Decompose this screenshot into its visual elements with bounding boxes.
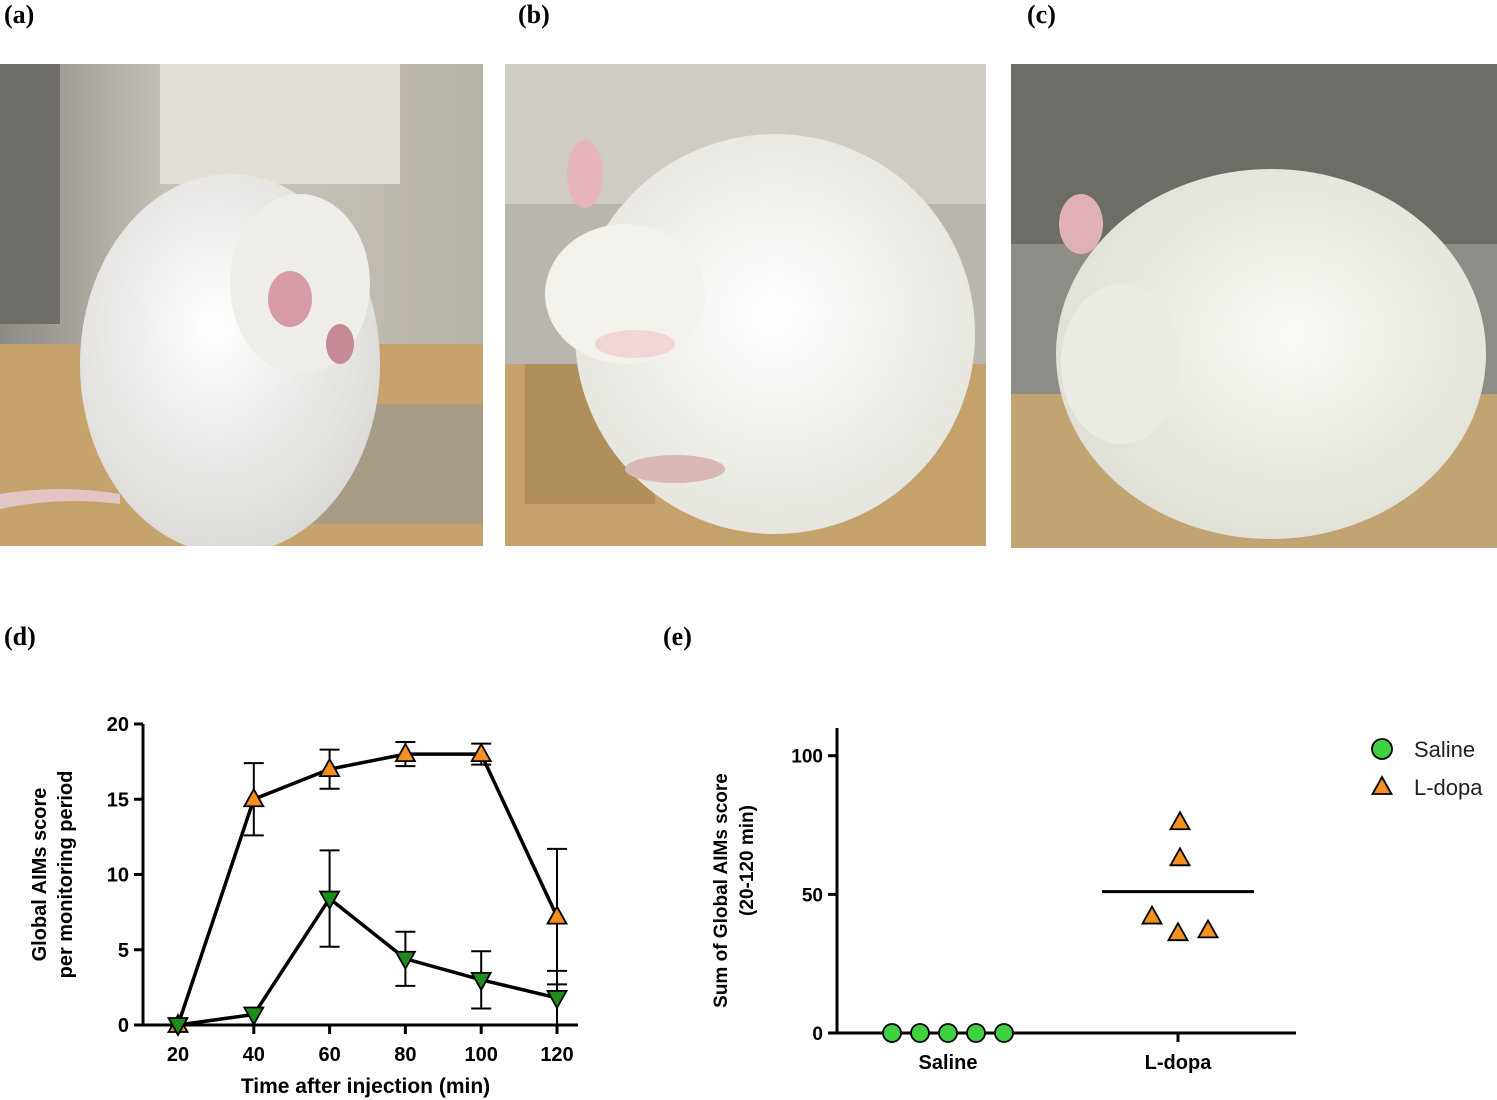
chart-d-series-2-point: [470, 971, 493, 992]
chart-d-x-tick-label: 60: [318, 1044, 340, 1066]
chart-d-series-2-line: [177, 896, 558, 1027]
chart-e-legend-saline-marker: [1371, 738, 1393, 760]
chart-d-x-tick-label: 120: [540, 1044, 573, 1066]
chart-e-saline-point: [994, 1023, 1014, 1043]
chart-e-legend-ldopa-label: L-dopa: [1414, 775, 1483, 800]
panel-label-a: (a): [4, 0, 35, 29]
chart-e-ldopa-point: [1168, 846, 1192, 867]
panel-label-c: (c): [1027, 0, 1056, 29]
chart-e-y-tick-label: 100: [791, 747, 823, 768]
chart-e-ldopa-point: [1140, 904, 1164, 925]
chart-d-series-2-point: [394, 950, 417, 971]
chart-d-y-axis-label-line2: per monitoring period: [55, 771, 77, 979]
chart-d-series-1-point: [545, 904, 569, 925]
panel-label-b: (b): [518, 0, 550, 29]
chart-e-saline-point: [882, 1023, 902, 1043]
photo-rat-c: [1011, 64, 1497, 548]
chart-d-series-1-point: [394, 742, 417, 762]
chart-d-series-1-point: [470, 742, 493, 762]
chart-e-y-axis-label: Sum of Global AIMs score: [711, 773, 732, 1008]
chart-d-series-1-point: [242, 787, 265, 808]
chart-d-series-1-point: [166, 1013, 190, 1033]
chart-d-series-2-point: [545, 990, 569, 1010]
chart-d-y-tick-label: 0: [118, 1015, 129, 1037]
chart-e-saline-point: [910, 1023, 930, 1043]
chart-d-y-axis-label: Global AIMs score: [29, 788, 51, 962]
panel-label-d: (d): [4, 622, 36, 651]
chart-d-series-2-point: [318, 890, 341, 911]
chart-e-legend-saline-label: Saline: [1414, 737, 1475, 762]
chart-e-x-tick-label: L-dopa: [1145, 1052, 1213, 1074]
chart-d-x-tick-label: 20: [167, 1044, 189, 1066]
chart-e-ldopa-point: [1166, 921, 1190, 942]
chart-d-series-2-point: [242, 1006, 265, 1027]
chart-e-y-axis-label-line2: (20-120 min): [737, 805, 758, 916]
chart-d-y-tick-label: 10: [107, 865, 129, 887]
chart-e-ldopa-point: [1168, 810, 1192, 831]
chart-d-series-1-point: [318, 757, 341, 778]
chart-e-y-tick-label: 0: [812, 1024, 823, 1045]
photo-rat-b: [505, 64, 986, 546]
chart-e-saline-point: [938, 1023, 958, 1043]
chart-e-saline-point: [966, 1023, 986, 1043]
chart-d-series-2-point: [166, 1017, 190, 1037]
panel-label-e: (e): [663, 622, 692, 651]
chart-d-series-1-line: [176, 752, 559, 1026]
chart-e-y-tick-label: 50: [802, 885, 823, 906]
chart-e-legend-ldopa-marker: [1370, 775, 1394, 795]
chart-d-y-tick-label: 20: [107, 714, 129, 736]
chart-d-y-tick-label: 15: [107, 789, 129, 811]
photo-rat-a: [0, 64, 483, 546]
chart-e-ldopa-point: [1196, 918, 1220, 939]
chart-d-x-tick-label: 80: [394, 1044, 416, 1066]
chart-d-x-axis-label: Time after injection (min): [241, 1075, 490, 1098]
chart-d-x-tick-label: 40: [243, 1044, 265, 1066]
chart-d-x-tick-label: 100: [465, 1044, 498, 1066]
chart-e-x-tick-label: Saline: [919, 1052, 978, 1074]
chart-d-y-tick-label: 5: [118, 940, 129, 962]
